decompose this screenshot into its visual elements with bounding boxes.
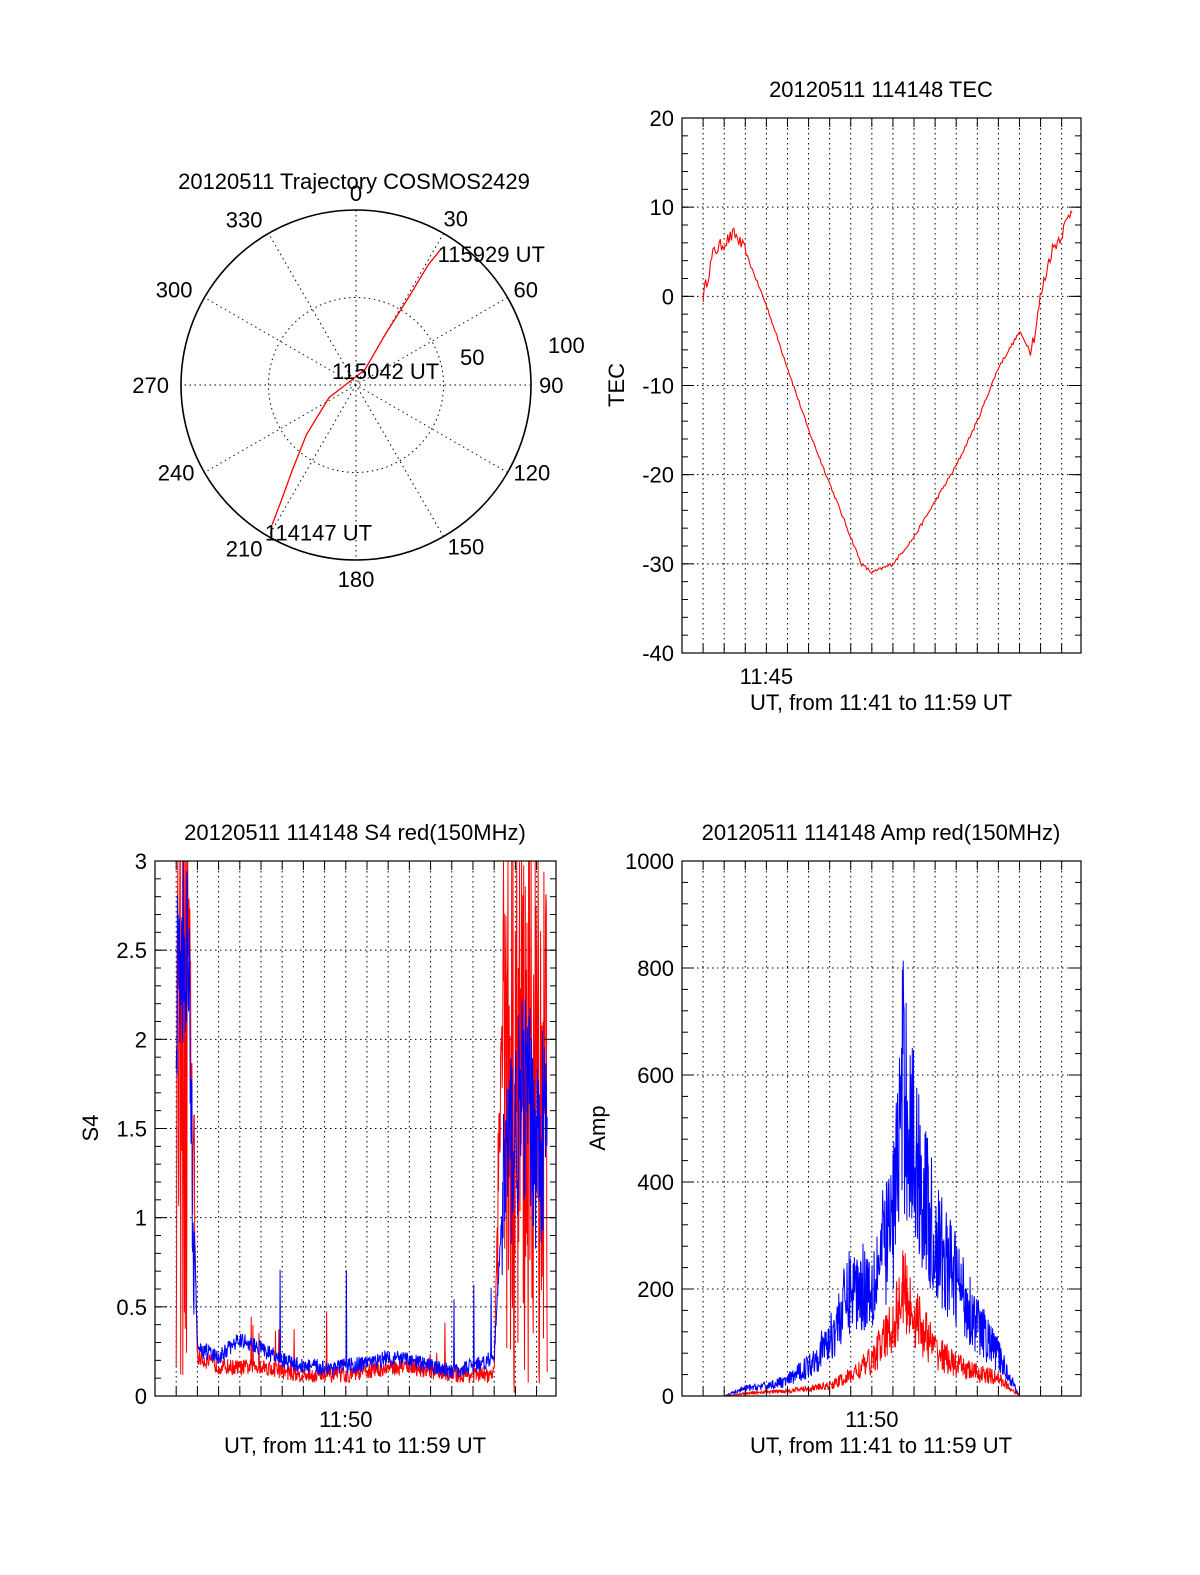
- polar-azimuth-label: 270: [132, 373, 169, 398]
- polar-azimuth-label: 30: [444, 206, 468, 231]
- y-tick-label: 1000: [625, 849, 674, 874]
- series-line-blue: [175, 860, 548, 1379]
- tec-title: 20120511 114148 TEC: [769, 77, 993, 102]
- y-tick-label: 20: [650, 106, 674, 131]
- y-tick-label: 800: [637, 956, 674, 981]
- y-tick-label: 3: [135, 849, 147, 874]
- trajectory-polar-chart: 20120511 Trajectory COSMOS2429 0 30 60 90 12…: [132, 169, 584, 592]
- polar-azimuth-label: 240: [158, 461, 195, 486]
- y-tick-label: -30: [642, 552, 674, 577]
- y-tick-label: 0: [662, 284, 674, 309]
- x-tick-label: 11:50: [845, 1407, 898, 1432]
- amp-chart: 20120511 114148 Amp red(150MHz) 0 200 400 6…: [585, 820, 1082, 1458]
- s4-title: 20120511 114148 S4 red(150MHz): [184, 820, 526, 845]
- polar-azimuth-label: 0: [350, 181, 362, 206]
- y-tick-label: -40: [642, 641, 674, 666]
- y-tick-label: -20: [642, 463, 674, 488]
- amp-title: 20120511 114148 Amp red(150MHz): [702, 820, 1061, 845]
- s4-xlabel: UT, from 11:41 to 11:59 UT: [224, 1433, 486, 1458]
- y-tick-label: -10: [642, 374, 674, 399]
- y-tick-label: 0.5: [116, 1295, 147, 1320]
- polar-azimuth-label: 60: [514, 278, 538, 303]
- y-tick-label: 1.5: [116, 1117, 147, 1142]
- polar-azimuth-label: 90: [539, 373, 563, 398]
- series-line-red: [702, 209, 1073, 575]
- y-tick-label: 0: [135, 1384, 147, 1409]
- amp-xlabel: UT, from 11:41 to 11:59 UT: [750, 1433, 1012, 1458]
- series-line-blue: [703, 960, 1073, 1397]
- amp-plot-frame: [681, 860, 1082, 1397]
- amp-ylabel: Amp: [585, 1105, 610, 1150]
- trajectory-time-annotation: 115929 UT: [438, 242, 545, 267]
- polar-grid-spoke: [268, 233, 444, 537]
- polar-azimuth-label: 330: [226, 207, 263, 232]
- x-tick-label: 11:45: [740, 664, 793, 689]
- polar-grid-circle: [268, 297, 444, 473]
- polar-title: 20120511 Trajectory COSMOS2429: [178, 169, 530, 194]
- y-tick-label: 1: [135, 1206, 147, 1231]
- x-tick-label: 11:50: [319, 1407, 372, 1432]
- y-tick-label: 2.5: [116, 938, 147, 963]
- s4-chart: 20120511 114148 S4 red(150MHz) 0 0.5 1 1.5 2…: [78, 820, 557, 1458]
- y-tick-label: 2: [135, 1027, 147, 1052]
- trajectory-time-annotation: 114147 UT: [265, 521, 372, 546]
- polar-azimuth-label: 210: [226, 537, 263, 562]
- s4-ylabel: S4: [78, 1115, 103, 1142]
- y-tick-label: 200: [637, 1277, 674, 1302]
- tec-plot-frame: [681, 117, 1082, 654]
- polar-radial-label: 50: [460, 345, 484, 370]
- polar-azimuth-label: 180: [338, 567, 375, 592]
- tec-chart: 20120511 114148 TEC -40 -30 -20 -10 0 10 20 11:…: [604, 77, 1082, 715]
- trajectory-time-annotation: 115042 UT: [332, 359, 439, 384]
- tec-xlabel: UT, from 11:41 to 11:59 UT: [750, 690, 1012, 715]
- polar-azimuth-label: 300: [156, 278, 193, 303]
- y-tick-label: 400: [637, 1170, 674, 1195]
- polar-azimuth-label: 150: [448, 535, 485, 560]
- trajectory-line: [271, 249, 441, 525]
- polar-radial-label: 100: [548, 333, 585, 358]
- series-line-red: [703, 1250, 1073, 1397]
- polar-azimuth-label: 120: [514, 461, 551, 486]
- polar-outer-circle: [180, 209, 532, 561]
- y-tick-label: 10: [650, 195, 674, 220]
- tec-ylabel: TEC: [604, 363, 629, 407]
- y-tick-label: 0: [662, 1384, 674, 1409]
- y-tick-label: 600: [637, 1063, 674, 1088]
